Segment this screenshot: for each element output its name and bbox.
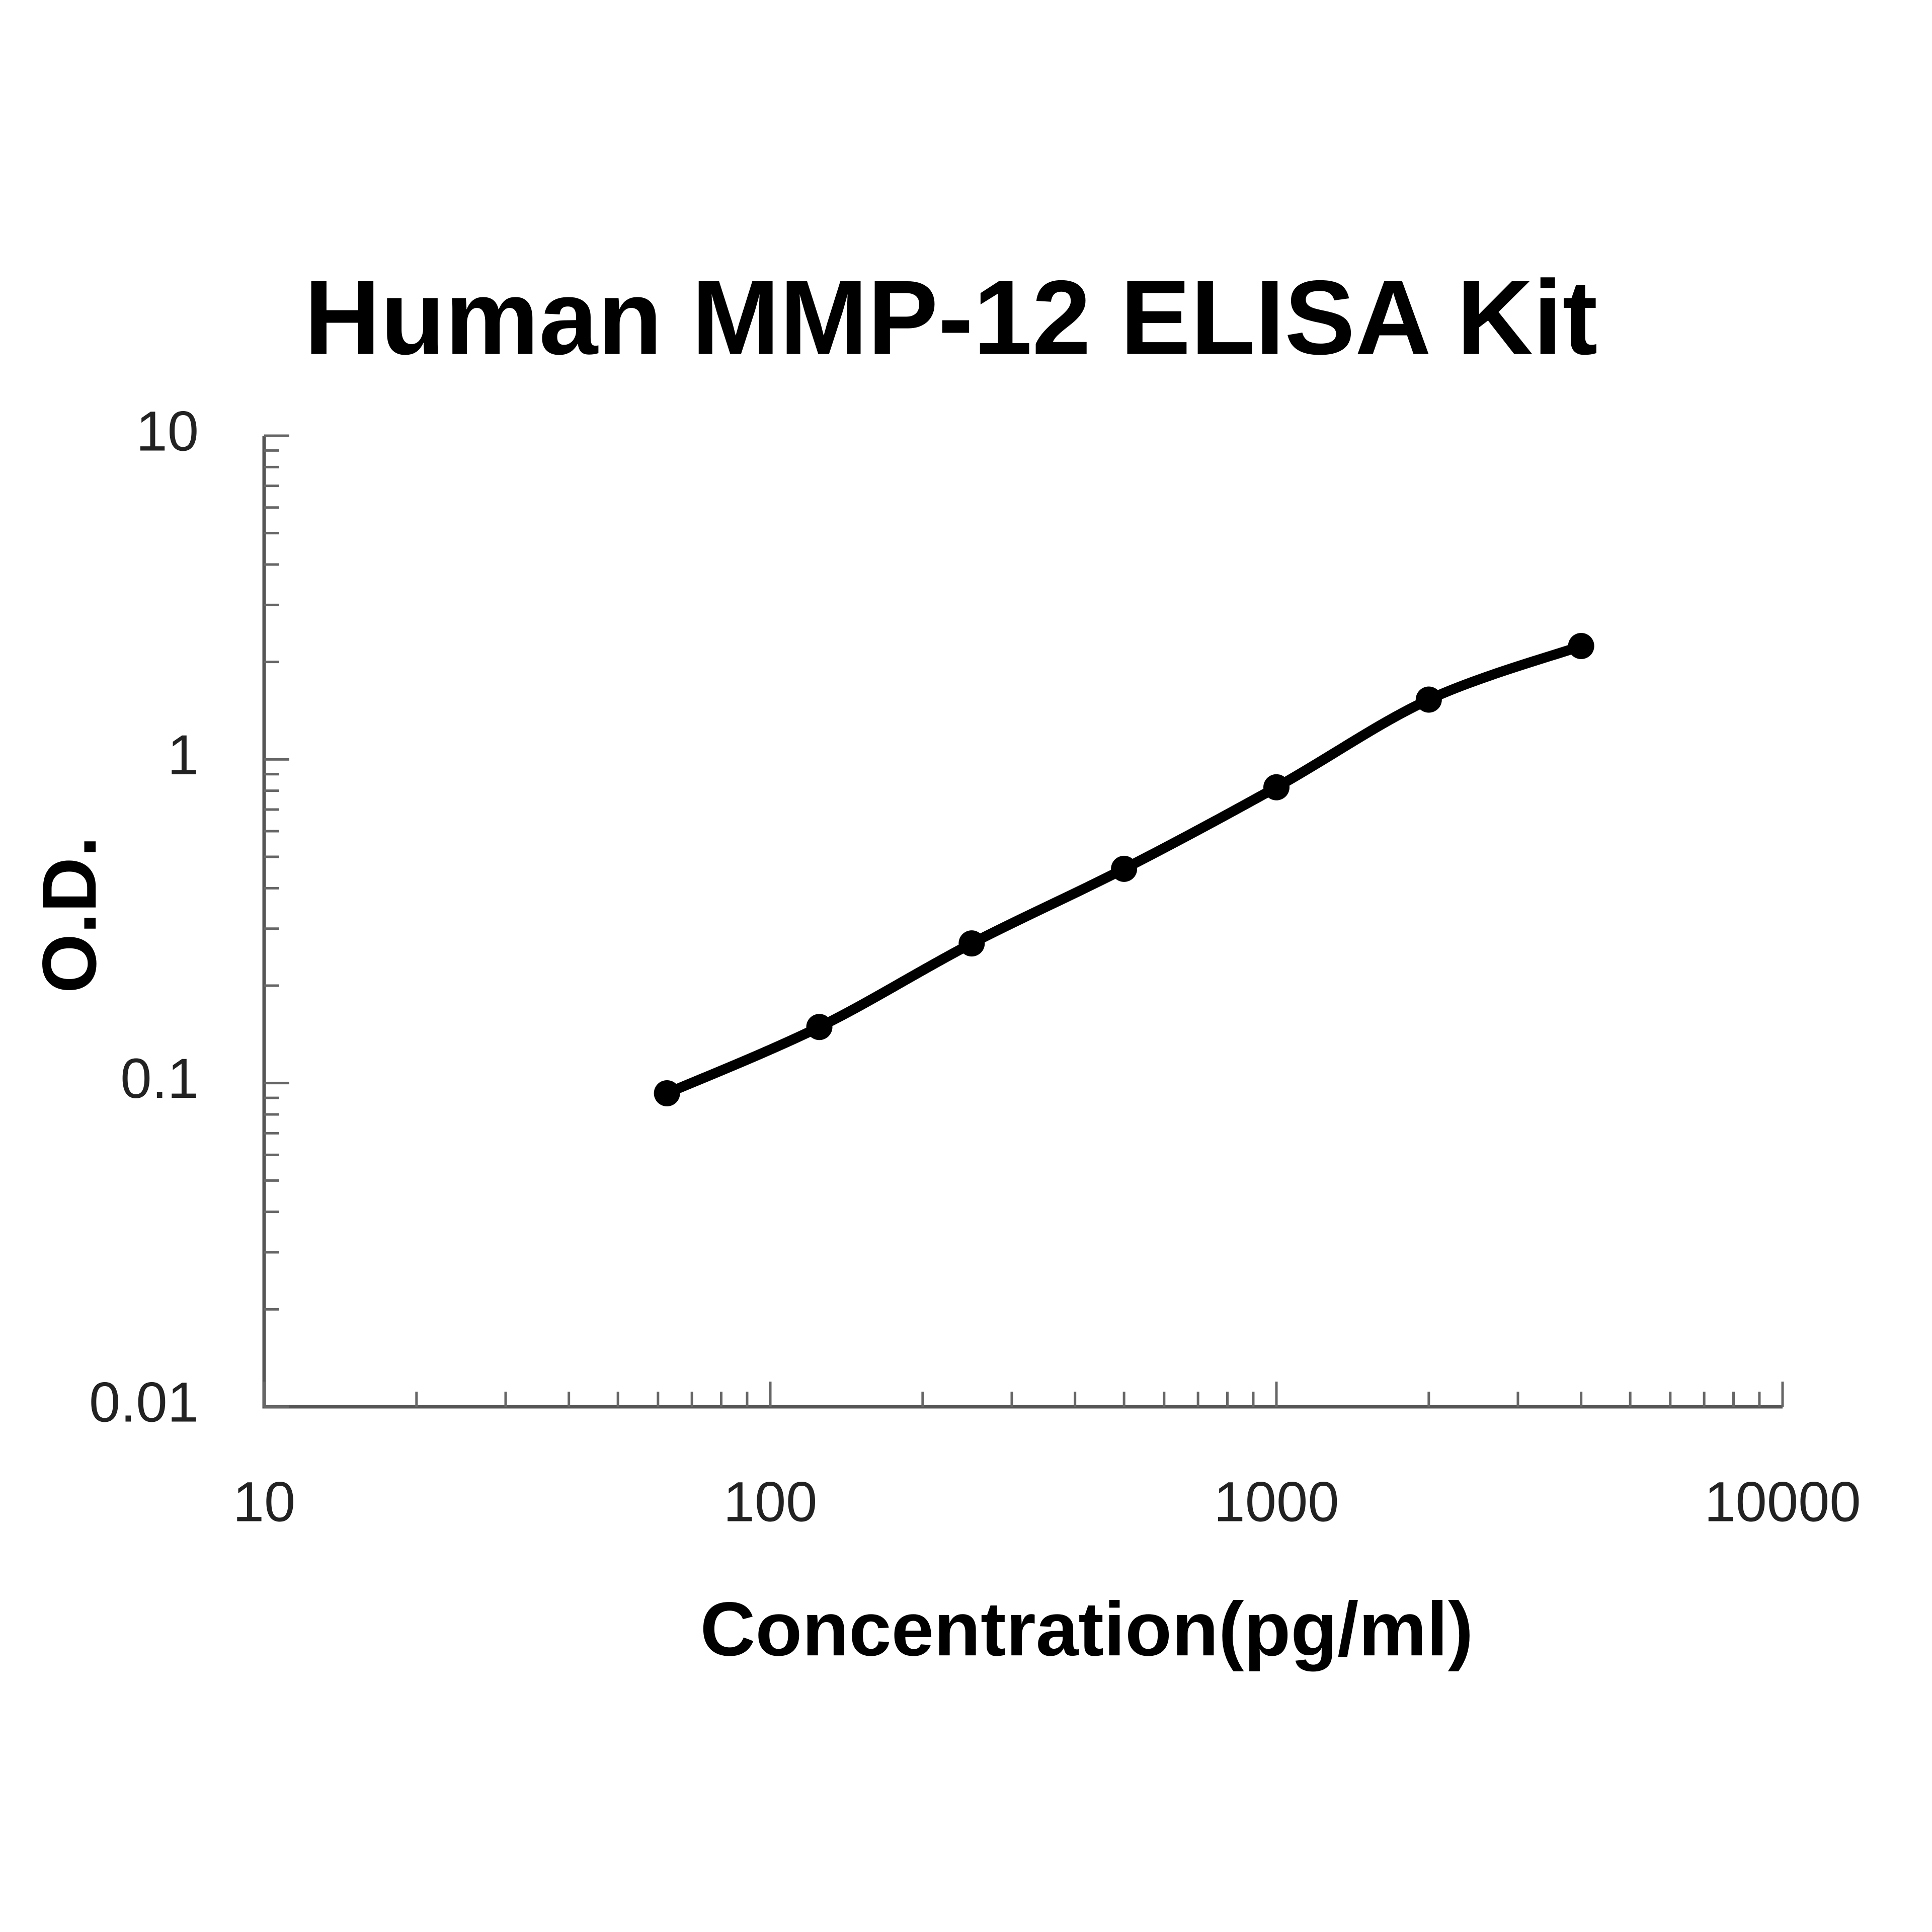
y-tick-label: 0.1	[120, 1047, 199, 1110]
data-point	[1568, 633, 1594, 660]
y-tick-label: 1	[168, 723, 199, 786]
chart-title: Human MMP-12 ELISA Kit	[304, 258, 1598, 376]
data-point	[958, 930, 985, 957]
data-point	[1415, 686, 1442, 713]
data-point	[654, 1080, 680, 1106]
x-tick-label: 10000	[1704, 1471, 1861, 1534]
data-point	[1111, 855, 1138, 882]
x-tick-label: 100	[723, 1471, 818, 1534]
data-point	[1263, 774, 1290, 800]
data-point	[806, 1014, 833, 1040]
x-tick-label: 1000	[1214, 1471, 1339, 1534]
y-tick-label: 0.01	[89, 1371, 199, 1434]
y-tick-label: 10	[136, 400, 199, 463]
y-axis-label: O.D.	[27, 836, 112, 993]
x-tick-label: 10	[233, 1471, 296, 1534]
x-axis-label: Concentration(pg/ml)	[700, 1586, 1474, 1672]
